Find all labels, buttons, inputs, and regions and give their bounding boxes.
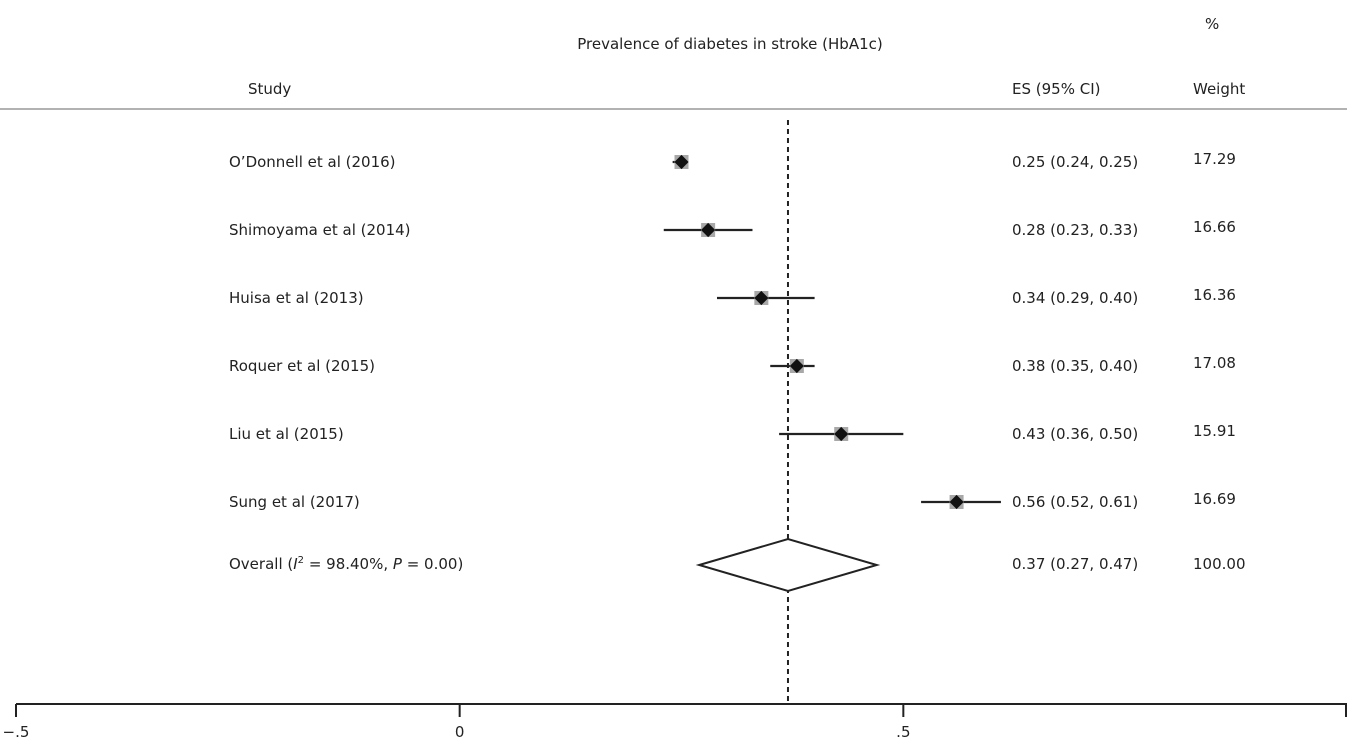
point-estimate — [834, 426, 849, 442]
weight-value: 15.91 — [1193, 422, 1236, 440]
weight-column-header: Weight — [1193, 80, 1245, 98]
weight-header-percent: % — [1205, 15, 1219, 33]
x-tick-label: .5 — [896, 723, 910, 740]
overall-label: Overall (I2 = 98.40%, P = 0.00) — [229, 555, 463, 573]
point-estimate — [674, 154, 689, 170]
x-tick-label: −.5 — [3, 723, 30, 740]
weight-value: 17.08 — [1193, 354, 1236, 372]
point-estimate — [949, 494, 964, 510]
weight-value: 16.69 — [1193, 490, 1236, 508]
es-column-header: ES (95% CI) — [1012, 80, 1100, 98]
es-ci-value: 0.25 (0.24, 0.25) — [1012, 153, 1138, 171]
overall-es-ci-value: 0.37 (0.27, 0.47) — [1012, 555, 1138, 573]
study-label: O’Donnell et al (2016) — [229, 153, 396, 171]
x-tick-label: 0 — [455, 723, 465, 740]
study-label: Huisa et al (2013) — [229, 289, 364, 307]
weight-value: 17.29 — [1193, 150, 1236, 168]
es-ci-value: 0.34 (0.29, 0.40) — [1012, 289, 1138, 307]
study-label: Roquer et al (2015) — [229, 357, 375, 375]
es-ci-value: 0.38 (0.35, 0.40) — [1012, 357, 1138, 375]
point-estimate — [754, 290, 769, 306]
point-estimate — [789, 358, 804, 374]
chart-title: Prevalence of diabetes in stroke (HbA1c) — [577, 35, 882, 53]
es-ci-value: 0.43 (0.36, 0.50) — [1012, 425, 1138, 443]
study-label: Sung et al (2017) — [229, 493, 360, 511]
weight-value: 16.36 — [1193, 286, 1236, 304]
study-label: Liu et al (2015) — [229, 425, 344, 443]
overall-diamond — [695, 537, 881, 593]
x-axis: −.5 0 .5 — [3, 703, 1347, 740]
es-ci-value: 0.28 (0.23, 0.33) — [1012, 221, 1138, 239]
study-column-header: Study — [248, 80, 291, 98]
overall-weight-value: 100.00 — [1193, 555, 1246, 573]
es-ci-value: 0.56 (0.52, 0.61) — [1012, 493, 1138, 511]
study-rows: O’Donnell et al (2016) 0.25 (0.24, 0.25) 1… — [229, 120, 1246, 704]
study-label: Shimoyama et al (2014) — [229, 221, 411, 239]
point-estimate — [701, 222, 716, 238]
weight-value: 16.66 — [1193, 218, 1236, 236]
